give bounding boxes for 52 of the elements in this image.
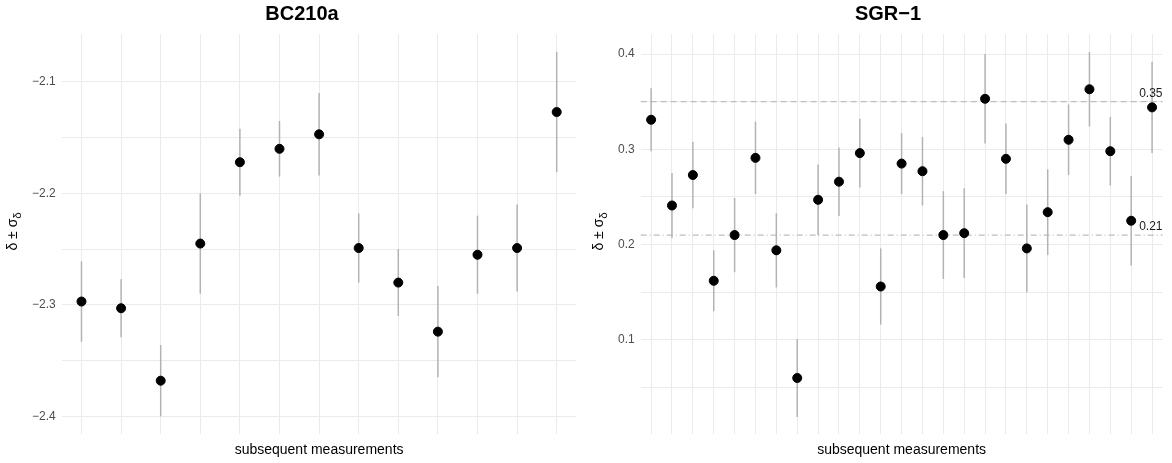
point [1042, 207, 1053, 218]
point [729, 230, 740, 241]
x-axis-title: subsequent measurements [234, 441, 404, 458]
point [708, 275, 719, 286]
y-tick-label: 0.1 [617, 332, 635, 347]
y-tick-label: −2.4 [31, 408, 56, 423]
y-tick-label: 0.2 [617, 236, 635, 251]
y-tick-label: 0.3 [617, 141, 635, 156]
point [980, 93, 991, 104]
point [353, 243, 364, 254]
point [666, 200, 677, 211]
point [646, 114, 657, 125]
point [195, 238, 206, 249]
y-tick-label: −2.1 [31, 74, 56, 89]
point [1063, 134, 1074, 145]
point [234, 157, 245, 168]
point [274, 143, 285, 154]
point [1126, 215, 1137, 226]
point [1084, 84, 1095, 95]
point [432, 326, 443, 337]
y-tick-label: −2.3 [31, 297, 56, 312]
point [875, 281, 886, 292]
chart-title: SGR−1 [854, 1, 922, 24]
point [1105, 146, 1116, 157]
point [792, 372, 803, 383]
point [155, 375, 166, 386]
point [393, 277, 404, 288]
y-tick-label: 0.4 [617, 46, 635, 61]
point [1021, 243, 1032, 254]
ref-line-label: 0.21 [1139, 219, 1163, 234]
x-axis-title: subsequent measurements [817, 441, 987, 458]
point [959, 228, 970, 239]
point [472, 249, 483, 260]
point [314, 129, 325, 140]
point [771, 245, 782, 256]
point [750, 152, 761, 163]
chart-title: BC210a [265, 1, 340, 24]
y-tick-label: −2.2 [31, 185, 56, 200]
point [512, 243, 523, 254]
point [116, 303, 127, 314]
point [833, 176, 844, 187]
point [854, 148, 865, 159]
point [76, 296, 87, 307]
ref-line-label: 0.35 [1139, 85, 1163, 100]
point [1147, 102, 1158, 113]
point [938, 230, 949, 241]
point [917, 166, 928, 177]
point [551, 107, 562, 118]
point [1000, 153, 1011, 164]
point [896, 158, 907, 169]
point [687, 170, 698, 181]
point [813, 194, 824, 205]
